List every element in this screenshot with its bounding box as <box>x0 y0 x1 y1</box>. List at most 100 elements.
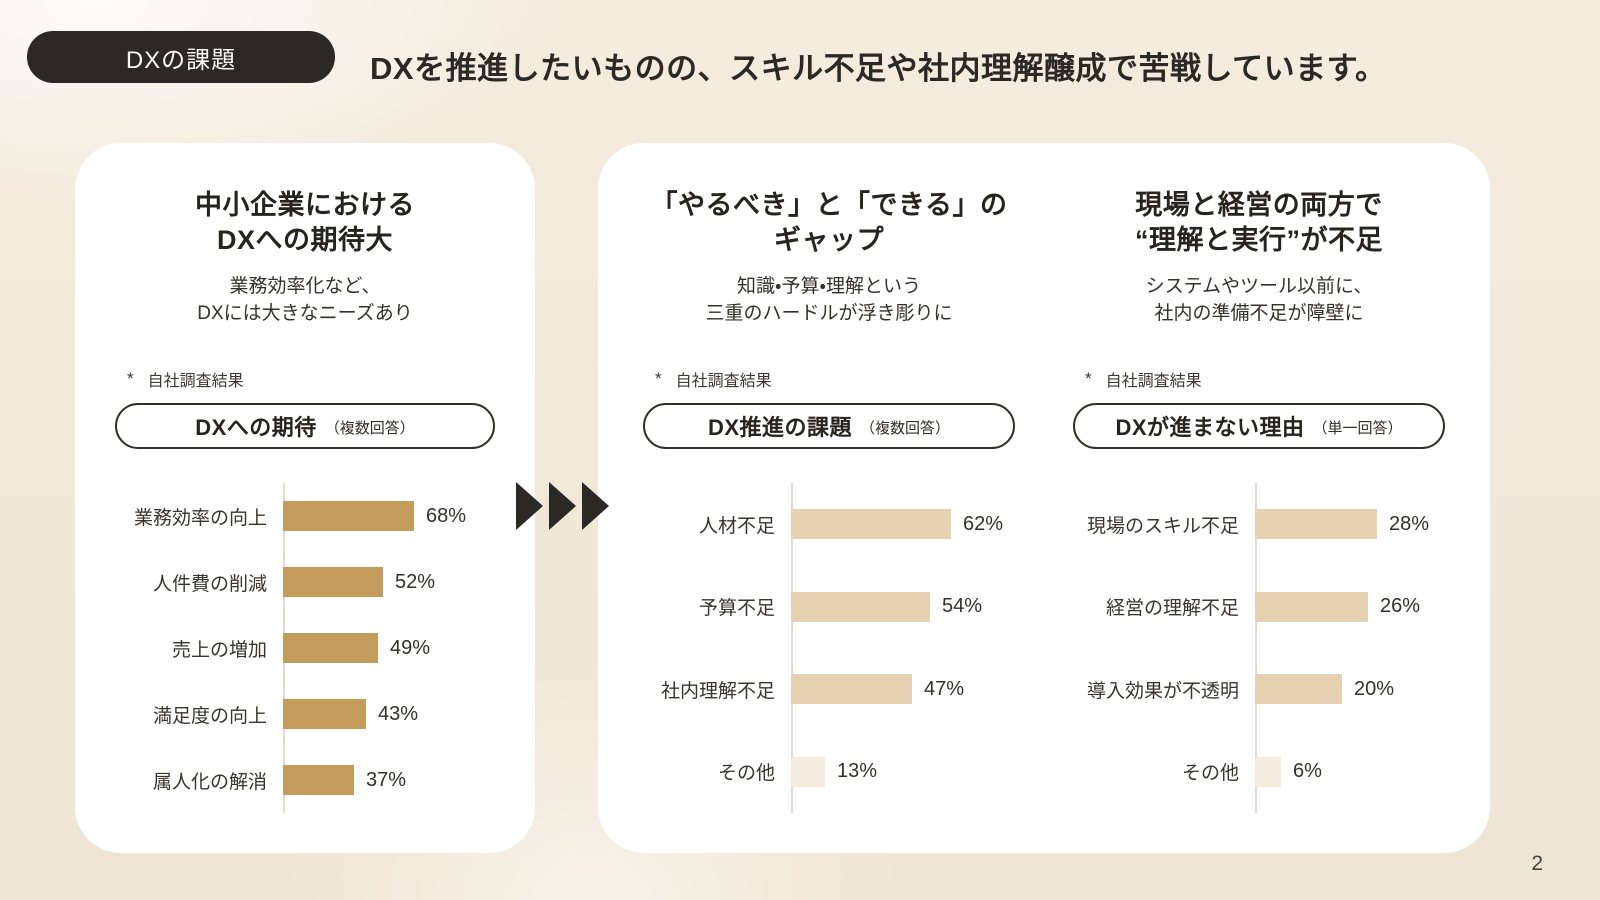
bar-value-label: 28% <box>1389 512 1430 535</box>
bar <box>1255 509 1377 540</box>
asterisk-mark: * <box>127 369 134 388</box>
card-dx-challenges: 「やるべき」と「できる」の ギャップ 知識・予算・理解という 三重のハードルが浮… <box>598 143 1490 853</box>
panel-gap: 「やるべき」と「できる」の ギャップ 知識・予算・理解という 三重のハードルが浮… <box>643 143 1015 853</box>
bar-value-label: 37% <box>366 768 407 791</box>
bar-category-label: 満足度の向上 <box>152 705 267 727</box>
chart-axis <box>1255 483 1257 813</box>
heading-line-1: 「やるべき」と「できる」の <box>650 190 1008 220</box>
heading-line-1: 中小企業における <box>195 190 415 220</box>
panel-subtitle: 業務効率化など、 DXには大きなニーズあり <box>115 273 495 327</box>
triangle-right-icon <box>549 482 576 530</box>
bar <box>791 509 951 540</box>
heading-line-2: “理解と実行”が不足 <box>1135 225 1383 255</box>
bar-value-label: 49% <box>390 636 431 659</box>
panel-heading: 中小企業における DXへの期待大 <box>115 188 495 258</box>
subtitle-line-2: 社内の準備不足が障壁に <box>1154 303 1364 324</box>
chart-row: 満足度の向上 43% <box>115 699 495 729</box>
subtitle-line-1: システムやツール以前に、 <box>1145 276 1373 297</box>
chart-row: 業務効率の向上 68% <box>115 501 495 531</box>
chart-row: 人材不足 62% <box>643 509 1015 540</box>
card-dx-expectation: 中小企業における DXへの期待大 業務効率化など、 DXには大きなニーズあり *… <box>75 143 535 853</box>
bar-category-label: 導入効果が不透明 <box>1086 680 1239 702</box>
chart-row: 経営の理解不足 26% <box>1073 591 1445 622</box>
chart-row: 導入効果が不透明 20% <box>1073 674 1445 705</box>
panel-subtitle: 知識・予算・理解という 三重のハードルが浮き彫りに <box>643 273 1015 327</box>
bar <box>283 567 383 597</box>
section-badge: DXの課題 <box>27 31 335 83</box>
chart-title: DXが進まない理由 <box>1115 415 1305 440</box>
chart-row: 人件費の削減 52% <box>115 567 495 597</box>
bar-category-label: 売上の増加 <box>171 639 267 661</box>
bar-category-label: 人件費の削減 <box>152 573 267 595</box>
chart-row: 属人化の解消 37% <box>115 765 495 795</box>
chart-title-suffix: （複数回答） <box>860 420 951 437</box>
bar <box>283 765 354 795</box>
bar <box>283 501 414 531</box>
chart-row: 社内理解不足 47% <box>643 674 1015 705</box>
bar-value-label: 6% <box>1293 760 1322 783</box>
chart-title-suffix: （単一回答） <box>1312 420 1403 437</box>
triangle-right-icon <box>582 482 609 530</box>
bar-value-label: 13% <box>837 760 878 783</box>
bar-value-label: 52% <box>395 570 436 593</box>
bar-chart-reasons: 現場のスキル不足 28% 経営の理解不足 26% 導入効果が不透明 20% その他 6% <box>1073 483 1445 813</box>
bar-value-label: 62% <box>963 512 1004 535</box>
bar-value-label: 54% <box>942 595 983 618</box>
chart-title-suffix: （複数回答） <box>324 420 415 437</box>
subtitle-line-2: 三重のハードルが浮き彫りに <box>705 303 953 324</box>
survey-note-label: 自社調査結果 <box>675 373 772 390</box>
chart-title-pill: DXが進まない理由 （単一回答） <box>1073 403 1445 449</box>
chart-title-pill: DX推進の課題 （複数回答） <box>643 403 1015 449</box>
bar <box>1255 674 1342 705</box>
survey-note: * 自社調査結果 <box>643 368 1015 390</box>
bar-value-label: 20% <box>1354 677 1395 700</box>
bar-chart-challenges: 人材不足 62% 予算不足 54% 社内理解不足 47% その他 13% <box>643 483 1015 813</box>
bar-category-label: 社内理解不足 <box>660 680 775 702</box>
chart-row: 予算不足 54% <box>643 591 1015 622</box>
triangle-right-icon <box>516 482 543 530</box>
subtitle-line-1: 知識・予算・理解という <box>737 276 921 297</box>
bar <box>791 674 912 705</box>
heading-line-1: 現場と経営の両方で <box>1135 190 1383 220</box>
chart-axis <box>791 483 793 813</box>
bar-category-label: 業務効率の向上 <box>133 507 267 529</box>
panel-heading: 現場と経営の両方で “理解と実行”が不足 <box>1073 188 1445 258</box>
bar-category-label: その他 <box>717 763 775 785</box>
transition-arrows <box>516 482 609 530</box>
panel-expectation: 中小企業における DXへの期待大 業務効率化など、 DXには大きなニーズあり *… <box>115 143 495 813</box>
bar <box>791 591 930 622</box>
survey-note-label: 自社調査結果 <box>147 373 244 390</box>
bar <box>283 633 378 663</box>
page-number: 2 <box>1531 852 1543 875</box>
panel-heading: 「やるべき」と「できる」の ギャップ <box>643 188 1015 258</box>
bar-value-label: 43% <box>378 702 419 725</box>
bar-category-label: 現場のスキル不足 <box>1086 515 1239 537</box>
slide-title: DXを推進したいものの、スキル不足や社内理解醸成で苦戦しています。 <box>370 51 1387 86</box>
bar-category-label: その他 <box>1181 763 1239 785</box>
bar-category-label: 人材不足 <box>698 515 775 537</box>
chart-row: その他 13% <box>643 756 1015 787</box>
bar-category-label: 経営の理解不足 <box>1105 598 1239 620</box>
chart-title-pill: DXへの期待 （複数回答） <box>115 403 495 449</box>
chart-row: 現場のスキル不足 28% <box>1073 509 1445 540</box>
bar-value-label: 68% <box>426 504 467 527</box>
bar-category-label: 属人化の解消 <box>152 771 267 793</box>
chart-row: その他 6% <box>1073 756 1445 787</box>
bar-category-label: 予算不足 <box>698 598 775 620</box>
chart-row: 売上の増加 49% <box>115 633 495 663</box>
chart-title: DX推進の課題 <box>707 415 853 440</box>
subtitle-line-1: 業務効率化など、 <box>229 276 381 297</box>
panel-subtitle: システムやツール以前に、 社内の準備不足が障壁に <box>1073 273 1445 327</box>
survey-note: * 自社調査結果 <box>115 368 495 390</box>
survey-note-label: 自社調査結果 <box>1105 373 1202 390</box>
bar-chart-expectation: 業務効率の向上 68% 人件費の削減 52% 売上の増加 49% 満足度の向上 43% 属人化の… <box>115 483 495 813</box>
bar-value-label: 47% <box>924 677 965 700</box>
chart-title: DXへの期待 <box>195 415 317 440</box>
survey-note: * 自社調査結果 <box>1073 368 1445 390</box>
bar <box>1255 756 1281 787</box>
heading-line-2: DXへの期待大 <box>216 225 393 255</box>
heading-line-2: ギャップ <box>774 225 884 255</box>
asterisk-mark: * <box>1085 369 1092 388</box>
bar <box>1255 591 1368 622</box>
